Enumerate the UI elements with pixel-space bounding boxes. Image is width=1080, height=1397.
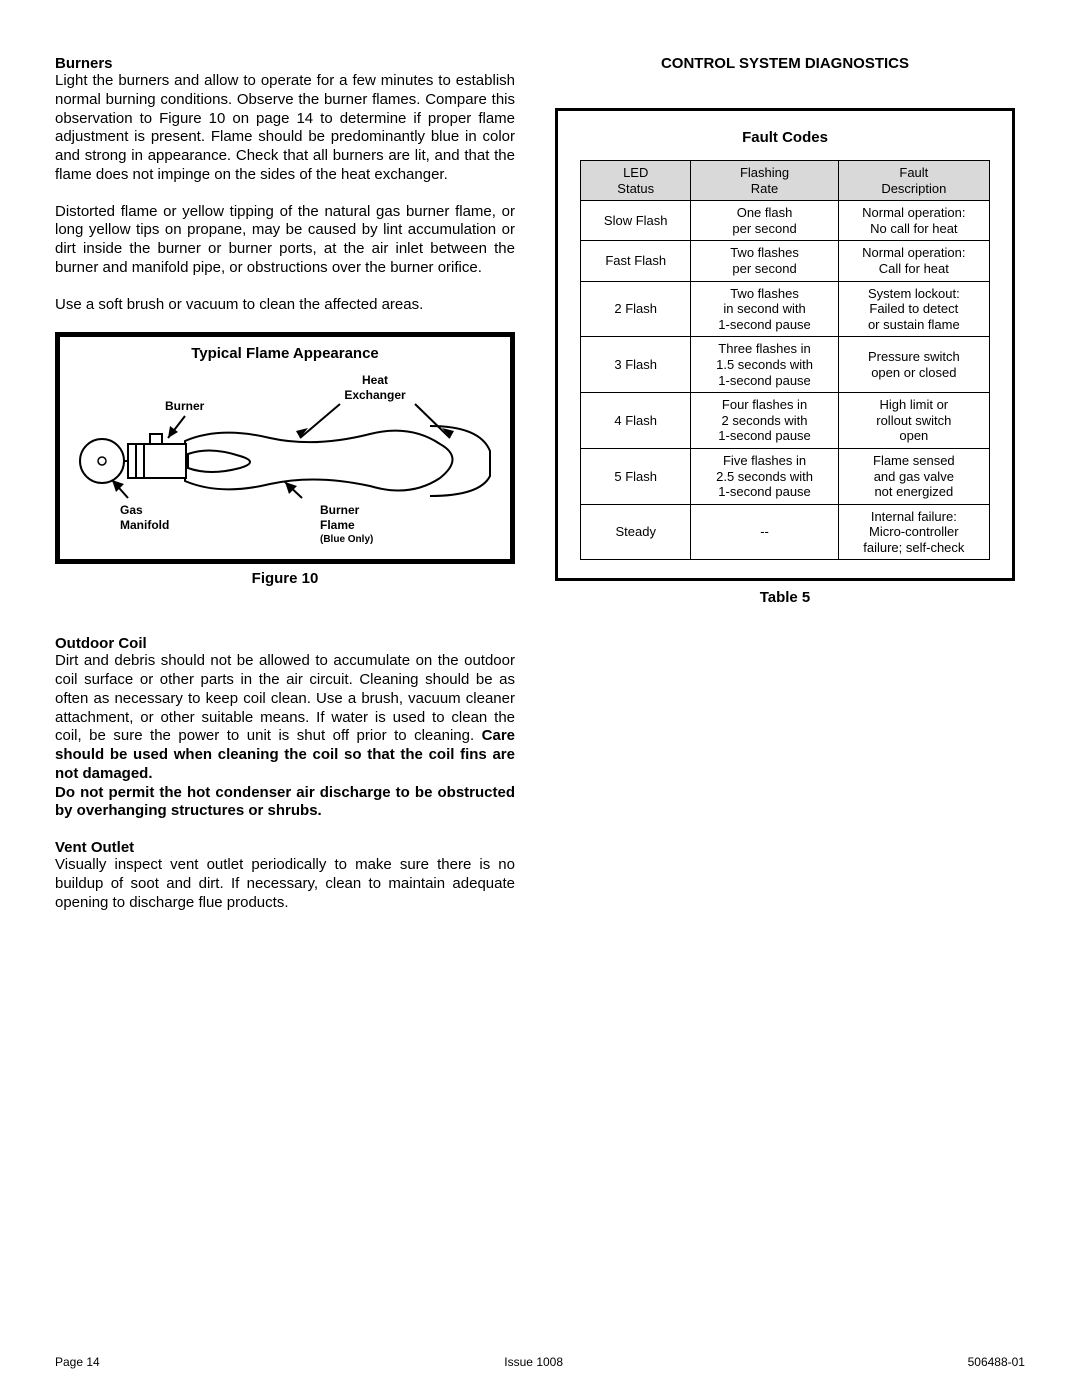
table-row: 4 FlashFour flashes in2 seconds with1-se… [581,393,990,449]
burners-heading: Burners [55,55,515,72]
flame-diagram: Heat Exchanger Burner [70,366,500,551]
table-caption: Table 5 [555,589,1015,606]
table-row: Fast FlashTwo flashesper secondNormal op… [581,241,990,281]
label-exchanger: Exchanger [344,388,406,402]
table-row: Slow FlashOne flashper secondNormal oper… [581,201,990,241]
burner-connector [150,434,162,444]
footer-page: Page 14 [55,1355,100,1369]
table-cell: 4 Flash [581,393,691,449]
arrow-heat-exchanger-line-2 [415,404,450,438]
outdoor-para: Dirt and debris should not be allowed to… [55,652,515,783]
table-row: 5 FlashFive flashes in2.5 seconds with1-… [581,448,990,504]
table-header-row: LEDStatus FlashingRate FaultDescription [581,161,990,201]
flame-outer [185,431,453,491]
table-row: 2 FlashTwo flashesin second with1-second… [581,281,990,337]
table-row: Steady--Internal failure:Micro-controlle… [581,504,990,560]
label-gas: Gas [120,503,143,517]
footer-docnum: 506488-01 [968,1355,1025,1369]
vent-para: Visually inspect vent outlet periodicall… [55,856,515,912]
vent-heading: Vent Outlet [55,839,515,856]
burners-para-2: Distorted flame or yellow tipping of the… [55,203,515,278]
table-cell: High limit orrollout switchopen [838,393,989,449]
label-manifold: Manifold [120,518,169,532]
label-blue-only: (Blue Only) [320,534,373,545]
table-cell: 3 Flash [581,337,691,393]
table-row: 3 FlashThree flashes in1.5 seconds with1… [581,337,990,393]
table-cell: Three flashes in1.5 seconds with1-second… [691,337,838,393]
col-led-status: LEDStatus [581,161,691,201]
table-cell: Two flashesper second [691,241,838,281]
table-cell: 2 Flash [581,281,691,337]
figure-title: Typical Flame Appearance [70,345,500,362]
table-cell: Internal failure:Micro-controllerfailure… [838,504,989,560]
gas-manifold-circle [80,439,124,483]
table-cell: Pressure switchopen or closed [838,337,989,393]
table-cell: One flashper second [691,201,838,241]
table-cell: Normal operation:No call for heat [838,201,989,241]
flame-diagram-svg: Heat Exchanger Burner [70,366,500,546]
page-footer: Page 14 Issue 1008 506488-01 [55,1355,1025,1369]
label-burner-2: Burner [320,503,360,517]
table-cell: Normal operation:Call for heat [838,241,989,281]
label-burner: Burner [165,399,205,413]
fault-codes-table: LEDStatus FlashingRate FaultDescription … [580,160,990,560]
table-cell: Two flashesin second with1-second pause [691,281,838,337]
figure-box: Typical Flame Appearance Heat Exchanger … [55,332,515,564]
left-column: Burners Light the burners and allow to o… [55,55,515,912]
table-cell: Five flashes in2.5 seconds with1-second … [691,448,838,504]
label-flame: Flame [320,518,355,532]
col-fault-description: FaultDescription [838,161,989,201]
diagnostics-title: CONTROL SYSTEM DIAGNOSTICS [555,55,1015,72]
table-cell: Fast Flash [581,241,691,281]
table-cell: -- [691,504,838,560]
table-cell: 5 Flash [581,448,691,504]
footer-issue: Issue 1008 [504,1355,563,1369]
flame-inner [188,451,250,473]
outdoor-text: Dirt and debris should not be allowed to… [55,652,515,744]
heat-exchanger-outline [430,426,490,496]
table-cell: System lockout:Failed to detector sustai… [838,281,989,337]
page-body: Burners Light the burners and allow to o… [55,55,1025,912]
table-cell: Four flashes in2 seconds with1-second pa… [691,393,838,449]
outdoor-heading: Outdoor Coil [55,635,515,652]
figure-caption: Figure 10 [55,570,515,587]
burners-para-3: Use a soft brush or vacuum to clean the … [55,296,515,315]
outdoor-bold-2: Do not permit the hot condenser air disc… [55,784,515,822]
burners-para-1: Light the burners and allow to operate f… [55,72,515,185]
right-column: CONTROL SYSTEM DIAGNOSTICS Fault Codes L… [555,55,1015,912]
table-cell: Flame sensedand gas valvenot energized [838,448,989,504]
table-cell: Slow Flash [581,201,691,241]
arrow-heat-exchanger-line [300,404,340,438]
fault-codes-title: Fault Codes [580,129,990,146]
label-heat: Heat [362,373,388,387]
table-cell: Steady [581,504,691,560]
col-flashing-rate: FlashingRate [691,161,838,201]
fault-codes-box: Fault Codes LEDStatus FlashingRate Fault… [555,108,1015,581]
